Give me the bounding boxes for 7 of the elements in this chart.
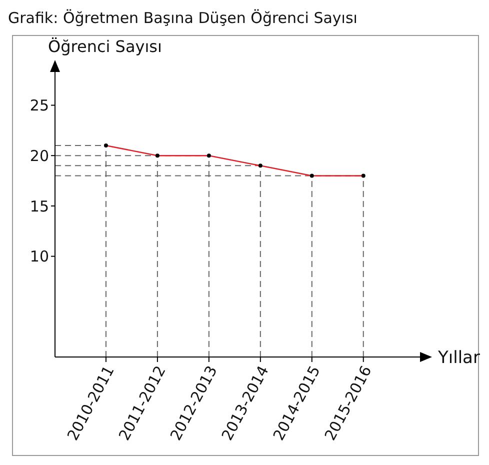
y-tick-label: 25: [30, 96, 49, 115]
chart-title: Grafik: Öğretmen Başına Düşen Öğrenci Sayısı: [8, 8, 358, 29]
y-tick-label: 20: [30, 146, 49, 165]
x-axis-title: Yıllar: [437, 348, 480, 368]
y-axis-title: Öğrenci Sayısı: [48, 37, 162, 56]
y-tick-label: 15: [30, 197, 49, 216]
y-tick-label: 10: [30, 248, 49, 266]
